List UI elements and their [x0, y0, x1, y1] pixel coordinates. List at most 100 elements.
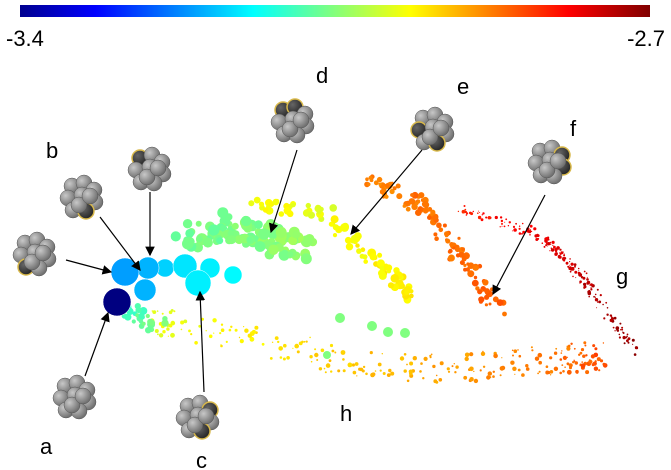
- dot: [571, 267, 575, 271]
- dot: [404, 289, 410, 296]
- cluster-icon: [12, 231, 57, 277]
- dot: [538, 360, 542, 365]
- dot: [342, 369, 346, 373]
- dot: [583, 282, 587, 286]
- dot: [499, 366, 505, 371]
- dot: [216, 237, 224, 245]
- dot: [590, 287, 592, 289]
- dot: [477, 212, 479, 214]
- dot: [314, 352, 319, 358]
- dot: [334, 351, 337, 354]
- dot: [305, 202, 311, 209]
- dot: [198, 324, 202, 328]
- dot: [561, 350, 563, 352]
- dot: [151, 310, 153, 312]
- dot: [309, 336, 311, 339]
- dot: [599, 294, 602, 297]
- dot: [180, 328, 183, 331]
- dot: [533, 227, 537, 231]
- dot: [205, 330, 207, 332]
- dot: [408, 369, 413, 374]
- dot: [487, 371, 492, 376]
- dot: [561, 364, 564, 366]
- dot: [596, 301, 599, 303]
- dot: [469, 377, 474, 382]
- dot: [503, 225, 506, 228]
- dot: [316, 359, 319, 361]
- dot: [521, 222, 524, 225]
- dot: [384, 194, 389, 199]
- dot: [430, 353, 433, 356]
- dot: [369, 351, 373, 355]
- dot: [288, 236, 298, 246]
- dot: [513, 369, 515, 371]
- dot: [537, 352, 543, 358]
- dot: [387, 282, 395, 289]
- dot: [588, 295, 590, 298]
- dot: [461, 247, 465, 252]
- atom: [23, 253, 41, 271]
- dot: [482, 212, 485, 215]
- dot: [499, 216, 503, 219]
- dot: [422, 208, 429, 214]
- cluster-icon: [52, 374, 97, 420]
- dot: [560, 352, 563, 354]
- dot: [469, 352, 474, 357]
- dot: [559, 358, 563, 361]
- dot: [592, 344, 596, 348]
- dot: [220, 344, 223, 348]
- dot: [365, 372, 368, 376]
- dot: [152, 310, 157, 314]
- dot: [582, 354, 586, 358]
- dot: [342, 358, 345, 361]
- dot: [531, 349, 534, 352]
- dot: [546, 245, 548, 247]
- dot: [409, 361, 414, 366]
- arrow: [84, 311, 110, 377]
- dot: [447, 370, 451, 373]
- dot: [258, 201, 265, 207]
- dot: [374, 370, 377, 372]
- dot: [170, 332, 175, 338]
- dot: [138, 312, 145, 319]
- dot: [318, 367, 323, 371]
- dot: [381, 187, 387, 193]
- dot: [482, 350, 484, 353]
- label: e: [457, 74, 469, 99]
- dot: [592, 361, 597, 366]
- dot: [279, 356, 283, 359]
- dot: [378, 182, 382, 186]
- dot: [359, 367, 364, 372]
- dot: [546, 242, 551, 246]
- dot: [278, 211, 285, 217]
- dot: [464, 208, 467, 211]
- dot: [408, 293, 414, 299]
- dot: [593, 295, 595, 298]
- dot: [518, 232, 522, 235]
- dot: [451, 365, 454, 368]
- dot: [469, 366, 474, 372]
- dot: [457, 236, 461, 240]
- dot: [555, 347, 558, 350]
- dot: [392, 186, 397, 191]
- dot: [622, 335, 626, 340]
- dot: [481, 214, 483, 216]
- dot: [329, 343, 334, 348]
- dot: [568, 264, 570, 266]
- cluster-icon: [59, 174, 104, 220]
- dot: [307, 211, 315, 219]
- dot: [258, 228, 270, 240]
- arrow: [492, 194, 546, 296]
- dot: [596, 288, 599, 291]
- dot: [623, 342, 626, 345]
- dot: [345, 243, 354, 251]
- dot: [145, 313, 150, 319]
- dot: [590, 288, 593, 291]
- dot: [269, 357, 273, 360]
- dot: [422, 377, 425, 380]
- dot: [586, 276, 588, 278]
- dot: [324, 371, 327, 374]
- dot: [328, 359, 332, 362]
- label: h: [340, 401, 352, 426]
- dot: [513, 228, 517, 232]
